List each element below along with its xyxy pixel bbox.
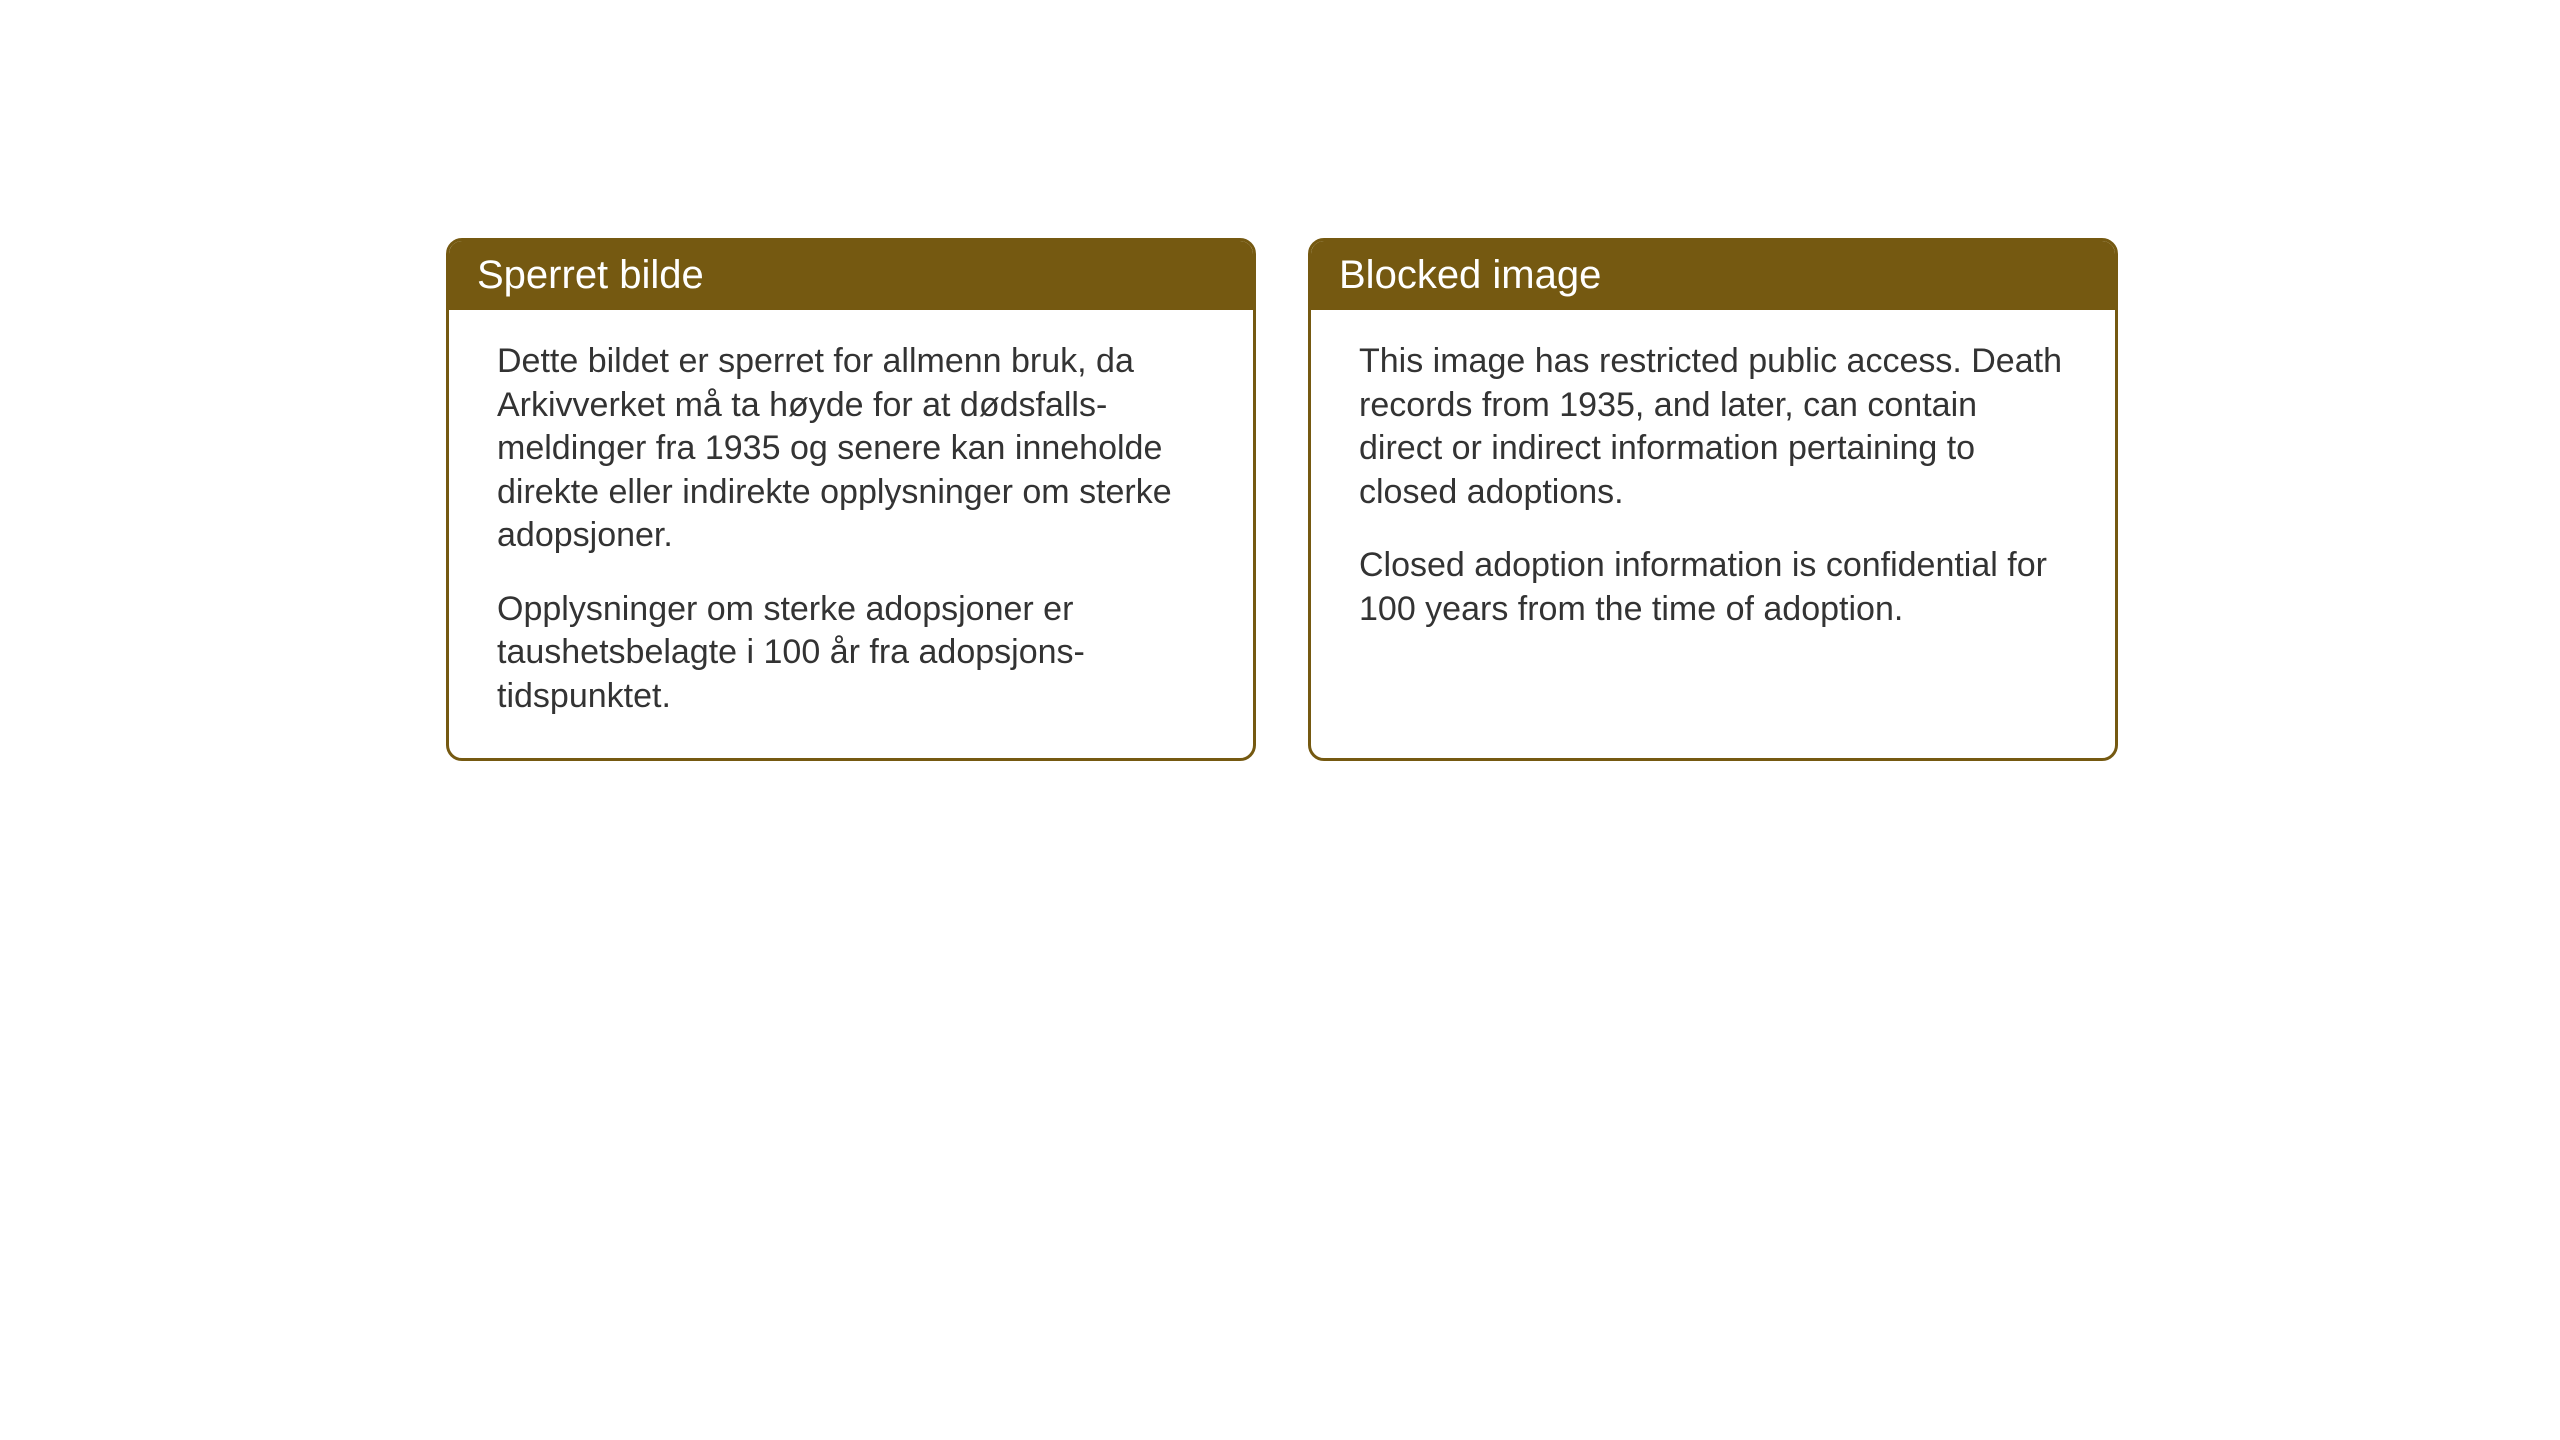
- notice-paragraph-1-english: This image has restricted public access.…: [1359, 340, 2067, 514]
- notice-body-norwegian: Dette bildet er sperret for allmenn bruk…: [449, 310, 1253, 758]
- notice-box-norwegian: Sperret bilde Dette bildet er sperret fo…: [446, 238, 1256, 761]
- notice-box-english: Blocked image This image has restricted …: [1308, 238, 2118, 761]
- notice-paragraph-2-english: Closed adoption information is confident…: [1359, 544, 2067, 631]
- notice-body-english: This image has restricted public access.…: [1311, 310, 2115, 671]
- notice-container: Sperret bilde Dette bildet er sperret fo…: [446, 238, 2118, 761]
- notice-title-norwegian: Sperret bilde: [477, 253, 704, 297]
- notice-paragraph-1-norwegian: Dette bildet er sperret for allmenn bruk…: [497, 340, 1205, 558]
- notice-header-norwegian: Sperret bilde: [449, 241, 1253, 310]
- notice-header-english: Blocked image: [1311, 241, 2115, 310]
- notice-paragraph-2-norwegian: Opplysninger om sterke adopsjoner er tau…: [497, 588, 1205, 719]
- notice-title-english: Blocked image: [1339, 253, 1601, 297]
